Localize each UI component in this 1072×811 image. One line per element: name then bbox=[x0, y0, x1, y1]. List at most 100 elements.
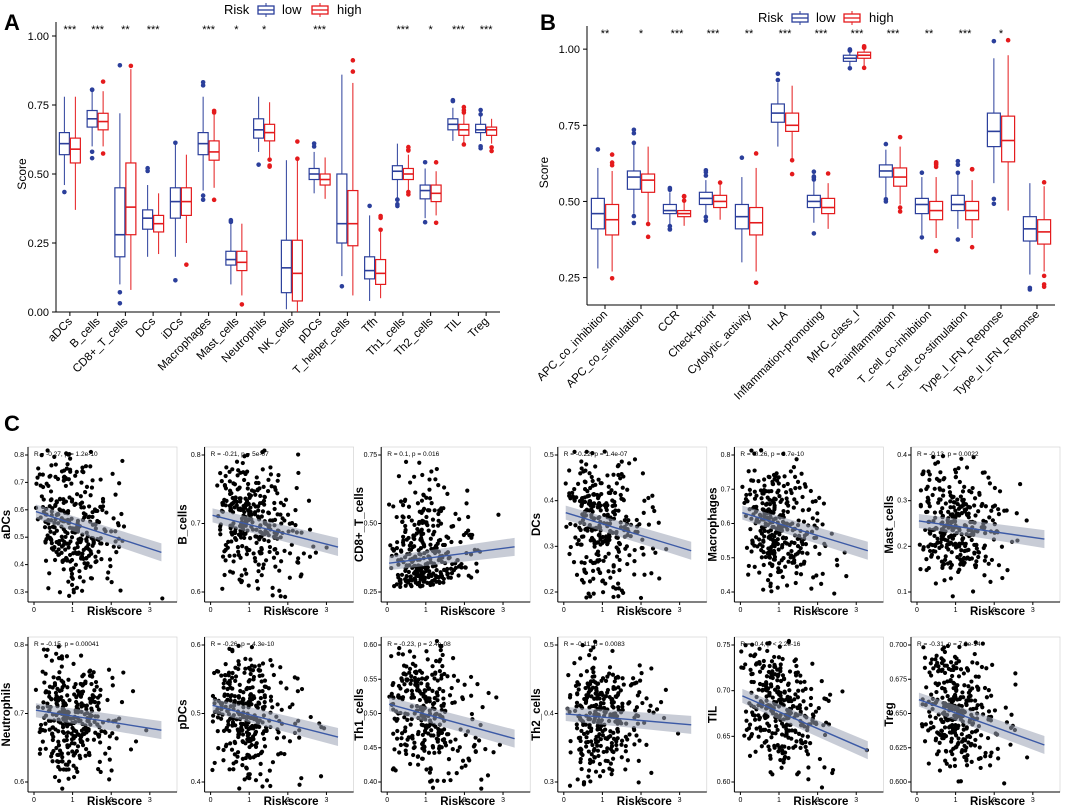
y-tick-label: 0.3 bbox=[14, 589, 24, 596]
scatter-point bbox=[33, 687, 39, 693]
scatter-point bbox=[232, 553, 237, 558]
scatter-point bbox=[822, 696, 827, 701]
outlier-point bbox=[1041, 273, 1047, 279]
scatter-point bbox=[49, 658, 54, 663]
scatter-point bbox=[439, 643, 444, 649]
scatter-point bbox=[231, 559, 236, 564]
scatter-point bbox=[75, 541, 80, 546]
significance-label: ** bbox=[745, 28, 754, 40]
scatter-point bbox=[958, 779, 963, 784]
scatter-point bbox=[953, 694, 958, 699]
y-tick-label: 0.60 bbox=[717, 779, 731, 786]
scatter-point bbox=[90, 693, 95, 698]
box-high bbox=[965, 166, 980, 250]
scatter-point bbox=[407, 670, 412, 675]
scatter-point bbox=[587, 688, 592, 693]
scatter-point bbox=[996, 511, 1002, 517]
significance-label: * bbox=[639, 28, 644, 40]
scatter-point bbox=[210, 693, 216, 699]
scatter-point bbox=[438, 537, 443, 543]
scatter-point bbox=[412, 544, 417, 549]
scatter-point bbox=[221, 747, 226, 753]
scatter-point bbox=[603, 678, 609, 683]
scatter-point bbox=[793, 744, 798, 749]
scatter-point bbox=[634, 517, 639, 523]
scatter-point bbox=[225, 545, 230, 550]
scatter-point bbox=[592, 755, 597, 760]
panel-label-b: B bbox=[540, 10, 556, 35]
scatter-point bbox=[80, 739, 85, 744]
scatter-point bbox=[236, 549, 241, 554]
box-high bbox=[458, 104, 470, 147]
scatter-point bbox=[794, 739, 799, 744]
scatter-point bbox=[798, 738, 804, 743]
scatter-point bbox=[227, 678, 232, 683]
scatter-point bbox=[243, 723, 248, 728]
y-tick-label: 0.25 bbox=[559, 273, 580, 285]
scatter-point bbox=[763, 715, 769, 720]
scatter-point bbox=[954, 661, 959, 666]
scatter-point bbox=[1018, 481, 1023, 487]
scatter-point bbox=[748, 527, 753, 532]
scatter-point bbox=[407, 666, 413, 672]
scatter-point bbox=[749, 731, 755, 737]
scatter-point bbox=[640, 471, 646, 476]
scatter-point bbox=[60, 729, 66, 734]
scatter-point bbox=[93, 679, 99, 685]
scatter-point bbox=[398, 584, 403, 590]
scatter-point bbox=[237, 485, 242, 490]
panel-label-c: C bbox=[4, 411, 20, 436]
scatter-point bbox=[587, 653, 592, 658]
scatter-point bbox=[634, 705, 640, 710]
scatter-point bbox=[89, 485, 95, 490]
scatter-point bbox=[460, 758, 466, 763]
scatter-point bbox=[446, 732, 451, 737]
scatter-point bbox=[992, 485, 997, 491]
scatter-point bbox=[950, 752, 955, 757]
scatter-point bbox=[72, 685, 77, 690]
scatter-point bbox=[595, 739, 601, 744]
scatter-point bbox=[584, 695, 590, 700]
scatter-point bbox=[743, 662, 748, 667]
scatter-point bbox=[918, 488, 924, 493]
scatter-point bbox=[613, 508, 618, 513]
scatter-point bbox=[294, 485, 299, 491]
scatter-point bbox=[472, 742, 477, 748]
scatter-point bbox=[584, 595, 589, 600]
scatter-point bbox=[36, 466, 41, 471]
confidence-band bbox=[918, 513, 1045, 549]
scatter-point bbox=[271, 672, 276, 678]
box-body bbox=[419, 184, 431, 200]
scatter-point bbox=[957, 644, 962, 650]
scatter-point bbox=[402, 682, 407, 687]
scatter-point bbox=[448, 778, 453, 783]
scatter-point bbox=[609, 772, 614, 777]
scatter-point bbox=[107, 734, 112, 739]
scatter-point bbox=[256, 504, 261, 509]
box-high bbox=[1001, 37, 1016, 211]
scatter-point bbox=[781, 508, 786, 514]
scatter-point bbox=[437, 731, 443, 736]
scatter-point bbox=[228, 694, 233, 699]
scatter-point bbox=[299, 686, 305, 692]
outlier-point bbox=[991, 196, 997, 202]
scatter-point bbox=[986, 709, 992, 714]
outlier-point bbox=[1005, 37, 1011, 43]
scatter-point bbox=[760, 501, 765, 506]
scatter-point bbox=[972, 503, 977, 508]
scatter-point bbox=[441, 689, 446, 694]
scatter-subplot: 0 1 2 30.30.40.5 R = -0.11, p = 0.0083Th2_ce… bbox=[531, 636, 708, 808]
scatter-point bbox=[278, 512, 283, 517]
scatter-point bbox=[262, 678, 268, 683]
outlier-point bbox=[478, 112, 483, 117]
scatter-point bbox=[982, 685, 988, 691]
scatter-point bbox=[245, 685, 250, 691]
scatter-point bbox=[269, 484, 274, 489]
scatter-point bbox=[237, 577, 242, 582]
scatter-point bbox=[746, 572, 751, 577]
scatter-point bbox=[772, 507, 777, 512]
outlier-point bbox=[775, 71, 781, 77]
outlier-point bbox=[861, 65, 867, 71]
scatter-point bbox=[760, 665, 765, 671]
x-tick-label: 0 bbox=[32, 607, 36, 614]
